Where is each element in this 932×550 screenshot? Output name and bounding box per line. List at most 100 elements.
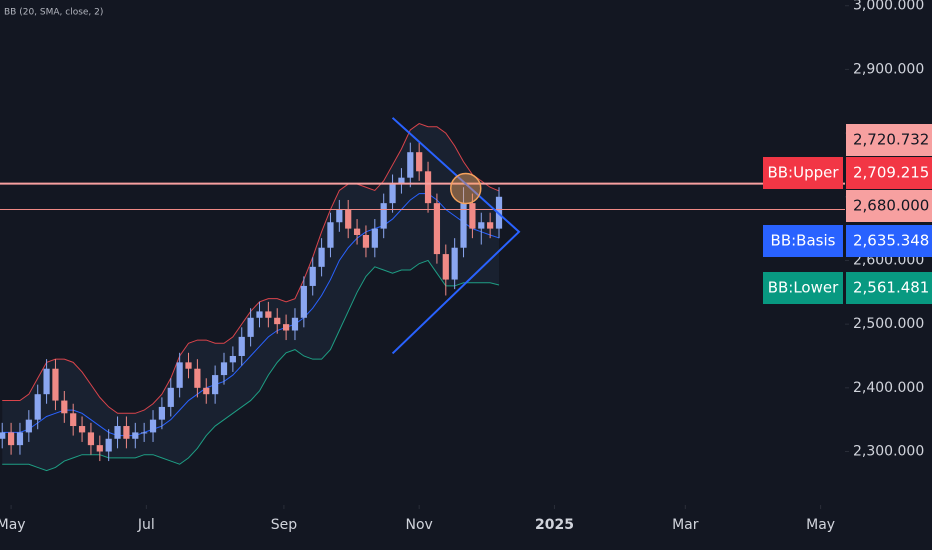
candle-body	[185, 362, 192, 369]
candle-body	[247, 317, 254, 337]
candle-body	[345, 209, 352, 229]
candle-body	[141, 432, 148, 434]
candle	[61, 391, 68, 423]
candle	[424, 161, 432, 213]
candle	[149, 410, 157, 442]
candle-body	[158, 406, 166, 420]
candle-body	[433, 203, 441, 255]
candle-body	[220, 362, 228, 376]
candle	[318, 238, 325, 277]
candle	[16, 422, 24, 455]
y-tick-label: 2,500.000	[853, 316, 924, 332]
candle	[380, 193, 387, 239]
candle	[141, 422, 148, 442]
candle-body	[460, 203, 467, 248]
candle	[158, 397, 166, 430]
candle-body	[469, 203, 476, 229]
candle-body	[114, 426, 121, 439]
x-tick-label: Nov	[406, 517, 433, 533]
candle-body	[282, 324, 290, 331]
candle-body	[300, 285, 307, 318]
candle-body	[96, 445, 103, 452]
candle	[371, 219, 378, 258]
candle-body	[52, 368, 59, 401]
candle-body	[34, 394, 41, 420]
candle-body	[451, 247, 458, 280]
x-tick-label: May	[806, 517, 835, 533]
y-tick-label: 2,400.000	[853, 380, 924, 396]
candle-body	[16, 432, 24, 446]
candle-body	[43, 368, 50, 395]
candle	[460, 187, 467, 258]
candle-body	[380, 203, 387, 229]
candle-body	[0, 432, 6, 439]
candle	[362, 225, 370, 258]
candle-body	[238, 336, 245, 356]
candle-body	[442, 254, 449, 280]
x-tick-label: 2025	[535, 517, 574, 533]
candle	[291, 308, 299, 341]
series-tag-box	[763, 272, 843, 304]
candle-body	[25, 419, 32, 433]
candle-body	[78, 426, 86, 433]
price-tag-box	[846, 157, 932, 189]
candle	[7, 422, 15, 455]
candle	[247, 308, 254, 347]
candle	[336, 199, 343, 232]
candle	[389, 174, 396, 213]
candle	[407, 142, 414, 188]
price-tag-label: 2,561.481	[853, 279, 929, 297]
candle	[398, 168, 405, 194]
candle-body	[416, 152, 423, 172]
candle-body	[203, 387, 210, 395]
price-tag-label: 2,680.000	[853, 197, 929, 215]
candle-body	[309, 266, 316, 286]
series-tag-box	[763, 225, 843, 257]
candle	[451, 238, 458, 290]
candle	[167, 378, 174, 417]
price-tag-box	[846, 272, 932, 304]
candle	[176, 352, 183, 398]
candle	[78, 416, 86, 442]
indicator-label: BB (20, SMA, close, 2)	[4, 8, 103, 18]
candle	[185, 352, 192, 379]
candle-body	[362, 234, 370, 248]
series-tag-label: BB:Upper	[767, 164, 839, 182]
candle	[238, 327, 245, 366]
band-fill	[2, 123, 500, 471]
candle	[433, 193, 441, 264]
candle	[309, 257, 316, 296]
candle-body	[149, 419, 157, 433]
band-line	[2, 259, 500, 472]
candle	[327, 212, 334, 258]
candle-body	[61, 400, 68, 414]
candle	[34, 384, 41, 430]
candle-body	[407, 152, 414, 178]
candle	[442, 244, 449, 296]
candle-body	[229, 355, 236, 363]
series-tag-label: BB:Lower	[768, 279, 839, 297]
candle-body	[336, 209, 343, 223]
candle	[212, 365, 219, 404]
candle	[194, 359, 201, 398]
candle-body	[389, 184, 396, 204]
candle	[132, 422, 139, 449]
candle-body	[327, 222, 334, 248]
candle	[96, 435, 103, 462]
candle	[256, 301, 263, 328]
candle	[123, 416, 130, 449]
candle-body	[105, 438, 112, 452]
candle	[469, 193, 476, 239]
x-tick-label: Jul	[137, 517, 155, 533]
candle-body	[123, 426, 130, 439]
candle	[25, 410, 32, 442]
candle-body	[132, 432, 139, 439]
candle	[345, 199, 352, 239]
candle	[300, 276, 307, 328]
candle	[0, 422, 6, 449]
candle-body	[318, 247, 325, 267]
candle-body	[353, 228, 361, 235]
triangle-drawing	[391, 117, 521, 355]
candle-body	[256, 311, 263, 318]
candle-body	[424, 171, 432, 204]
